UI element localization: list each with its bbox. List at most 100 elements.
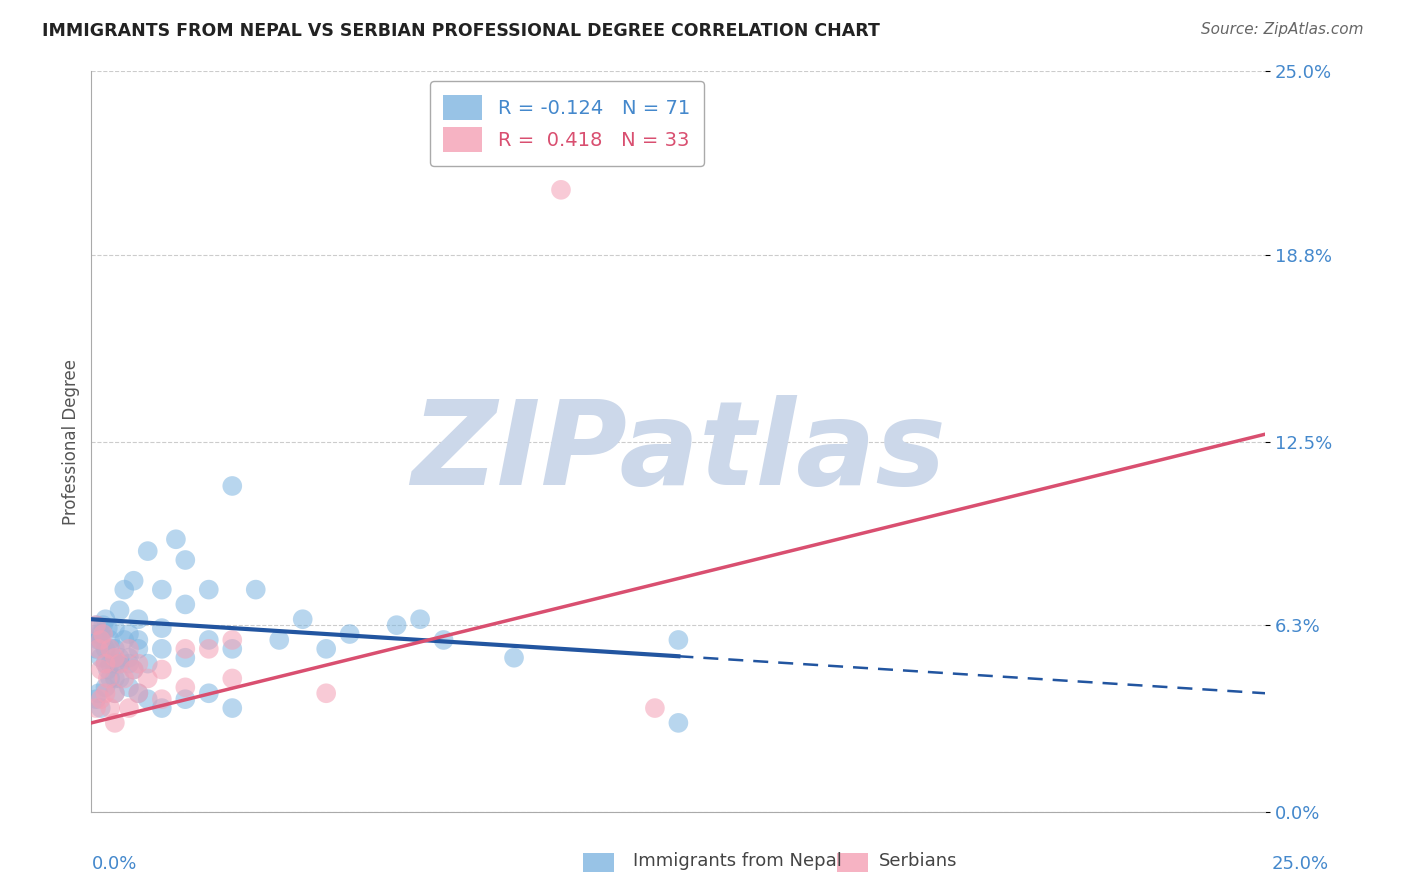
Point [666,632,689,647]
Point [385,618,408,632]
Point [118,701,141,715]
Point [94,641,117,656]
Point [104,657,127,671]
Point [122,574,145,588]
Point [94,657,117,671]
Point [127,641,149,656]
Point [127,686,149,700]
Point [433,632,456,647]
Point [136,657,159,671]
Point [90,663,112,677]
Point [98,657,121,671]
Point [150,582,173,597]
Point [197,632,219,647]
Point [122,663,145,677]
Point [104,686,127,700]
Point [197,686,219,700]
Point [90,650,112,665]
Point [104,686,127,700]
Point [90,692,112,706]
Point [150,692,173,706]
Point [174,650,197,665]
Point [221,632,243,647]
Point [666,715,689,730]
Text: 0.0%: 0.0% [91,855,136,872]
Text: ZIPatlas: ZIPatlas [411,395,946,510]
Point [127,632,149,647]
Point [108,603,131,617]
Point [197,641,219,656]
Point [91,618,114,632]
Point [97,663,120,677]
Point [118,657,141,671]
Point [118,681,141,695]
Point [221,641,243,656]
Point [122,663,145,677]
Point [112,672,135,686]
Point [91,627,114,641]
Point [150,641,173,656]
Point [104,650,127,665]
Point [84,701,107,715]
Point [136,672,159,686]
Point [127,686,149,700]
Point [118,641,141,656]
Point [108,672,131,686]
Point [136,544,159,558]
Point [98,632,121,647]
Legend: R = -0.124   N = 71, R =  0.418   N = 33: R = -0.124 N = 71, R = 0.418 N = 33 [430,81,704,166]
Point [108,650,131,665]
Point [84,618,107,632]
Point [104,672,127,686]
Point [84,618,107,632]
Point [221,701,243,715]
Point [174,681,197,695]
Point [550,183,572,197]
Point [94,657,117,671]
Point [150,663,173,677]
Point [108,657,131,671]
Text: Source: ZipAtlas.com: Source: ZipAtlas.com [1201,22,1364,37]
Point [94,681,117,695]
Point [127,657,149,671]
Text: Immigrants from Nepal: Immigrants from Nepal [633,852,842,870]
Point [104,641,127,656]
Point [136,692,159,706]
Point [90,627,112,641]
Point [87,627,110,641]
Point [409,612,432,626]
Point [94,686,117,700]
Point [339,627,361,641]
Point [315,686,337,700]
Point [315,641,337,656]
Point [245,582,267,597]
Text: Serbians: Serbians [879,852,957,870]
Point [174,692,197,706]
Point [87,632,110,647]
Point [104,621,127,635]
Y-axis label: Professional Degree: Professional Degree [62,359,80,524]
Point [90,632,112,647]
Point [97,621,120,635]
Point [84,641,107,656]
Point [118,627,141,641]
Point [174,553,197,567]
Point [174,641,197,656]
Text: 25.0%: 25.0% [1271,855,1329,872]
Point [98,641,121,656]
Point [644,701,666,715]
Point [98,672,121,686]
Point [87,641,110,656]
Point [104,715,127,730]
Point [127,612,149,626]
Point [98,701,121,715]
Text: IMMIGRANTS FROM NEPAL VS SERBIAN PROFESSIONAL DEGREE CORRELATION CHART: IMMIGRANTS FROM NEPAL VS SERBIAN PROFESS… [42,22,880,40]
Point [118,650,141,665]
Point [150,621,173,635]
Point [98,641,121,656]
Point [112,632,135,647]
Point [197,582,219,597]
Point [269,632,291,647]
Point [94,612,117,626]
Point [97,672,120,686]
